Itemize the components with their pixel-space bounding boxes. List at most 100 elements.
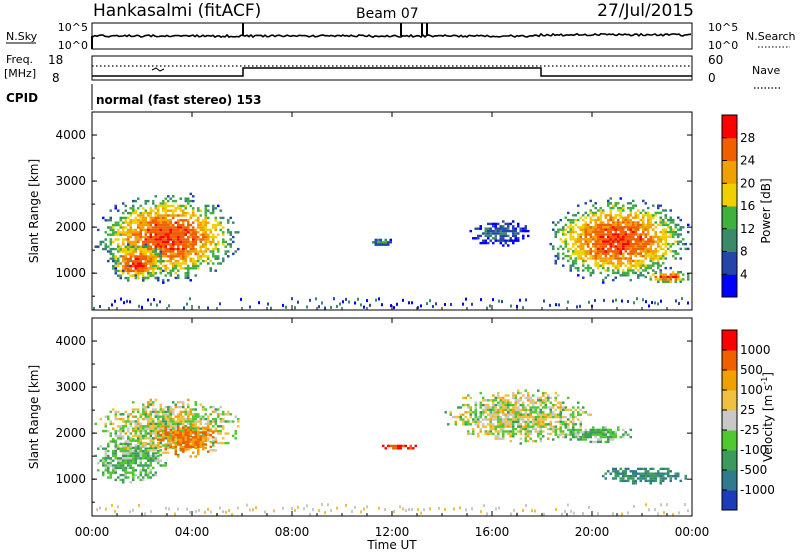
heatmap-cell (209, 420, 212, 423)
heatmap-cell (632, 470, 635, 473)
heatmap-cell (177, 207, 180, 210)
heatmap-cell (634, 211, 637, 215)
heatmap-cell (569, 226, 572, 229)
heatmap-cell (142, 219, 145, 222)
heatmap-cell (527, 391, 530, 395)
heatmap-cell (107, 245, 110, 248)
heatmap-cell (124, 255, 127, 258)
heatmap-cell (134, 461, 137, 465)
heatmap-cell (489, 411, 492, 414)
heatmap-cell (204, 255, 207, 258)
heatmap-cell (119, 276, 122, 280)
heatmap-cell (177, 276, 180, 280)
heatmap-cell (522, 413, 525, 416)
heatmap-cell (494, 399, 497, 402)
heatmap-cell (209, 422, 212, 426)
heatmap-cell (179, 438, 182, 441)
heatmap-cell (139, 269, 142, 273)
heatmap-cell (597, 247, 600, 251)
heatmap-cell (157, 279, 160, 282)
heatmap-cell (212, 255, 215, 258)
heatmap-cell (597, 245, 600, 248)
heatmap-cell (381, 303, 383, 307)
heatmap-cell (197, 445, 200, 449)
heatmap-cell (167, 267, 170, 270)
heatmap-cell (264, 510, 266, 514)
heatmap-cell (612, 254, 615, 258)
heatmap-cell (519, 403, 522, 407)
heatmap-cell (649, 264, 652, 267)
heatmap-cell (564, 408, 567, 412)
heatmap-cell (504, 423, 507, 426)
heatmap-cell (642, 199, 645, 203)
heatmap-cell (657, 266, 660, 270)
heatmap-cell (167, 410, 170, 414)
heatmap-cell (366, 299, 368, 303)
heatmap-cell (162, 420, 165, 423)
heatmap-cell (522, 509, 524, 512)
heatmap-cell (137, 476, 140, 479)
heatmap-cell (114, 509, 116, 513)
heatmap-cell (464, 396, 467, 400)
heatmap-cell (142, 454, 145, 458)
heatmap-cell (629, 202, 632, 205)
heatmap-cell (137, 441, 140, 445)
heatmap-cell (124, 449, 127, 452)
heatmap-cell (154, 252, 157, 256)
heatmap-cell (644, 479, 647, 483)
heatmap-cell (124, 252, 127, 256)
heatmap-cell (137, 447, 140, 450)
heatmap-cell (639, 271, 642, 275)
heatmap-cell (157, 437, 160, 440)
heatmap-cell (139, 461, 142, 465)
heatmap-cell (562, 406, 565, 409)
heatmap-cell (597, 264, 600, 267)
heatmap-cell (157, 459, 160, 462)
heatmap-cell (137, 272, 140, 275)
heatmap-cell (172, 401, 175, 404)
heatmap-cell (104, 247, 107, 251)
heatmap-cell (486, 512, 488, 516)
heatmap-cell (479, 427, 482, 431)
heatmap-cell (607, 247, 610, 251)
heatmap-cell (159, 415, 162, 418)
heatmap-cell (199, 228, 202, 232)
heatmap-cell (177, 204, 180, 208)
heatmap-cell (142, 235, 145, 239)
heatmap-cell (217, 255, 220, 258)
heatmap-cell (152, 432, 155, 435)
heatmap-cell (222, 238, 225, 241)
heatmap-cell (129, 240, 132, 244)
heatmap-cell (579, 420, 582, 424)
heatmap-cell (147, 274, 150, 277)
heatmap-cell (212, 226, 215, 229)
heatmap-cell (197, 452, 200, 456)
heatmap-cell (492, 232, 495, 235)
heatmap-cell (584, 428, 587, 432)
heatmap-cell (194, 436, 197, 439)
heatmap-cell (149, 447, 152, 450)
heatmap-cell (227, 228, 230, 232)
heatmap-cell (174, 429, 177, 433)
heatmap-cell (222, 417, 225, 421)
heatmap-cell (187, 403, 190, 406)
heatmap-cell (127, 235, 130, 239)
heatmap-cell (117, 231, 120, 234)
heatmap-cell (204, 223, 207, 227)
heatmap-cell (634, 230, 637, 234)
heatmap-cell (594, 299, 596, 302)
heatmap-cell (649, 216, 652, 219)
heatmap-cell (222, 427, 225, 430)
heatmap-cell (119, 466, 122, 470)
heatmap-cell (607, 214, 610, 217)
heatmap-cell (589, 428, 592, 432)
heatmap-cell (494, 232, 497, 235)
heatmap-cell (177, 221, 180, 224)
heatmap-cell (144, 260, 147, 263)
heatmap-cell (112, 449, 115, 453)
heatmap-cell (579, 425, 582, 428)
heatmap-cell (614, 474, 617, 478)
heatmap-cell (577, 433, 580, 436)
heatmap-cell (627, 233, 630, 236)
heatmap-cell (234, 429, 237, 433)
